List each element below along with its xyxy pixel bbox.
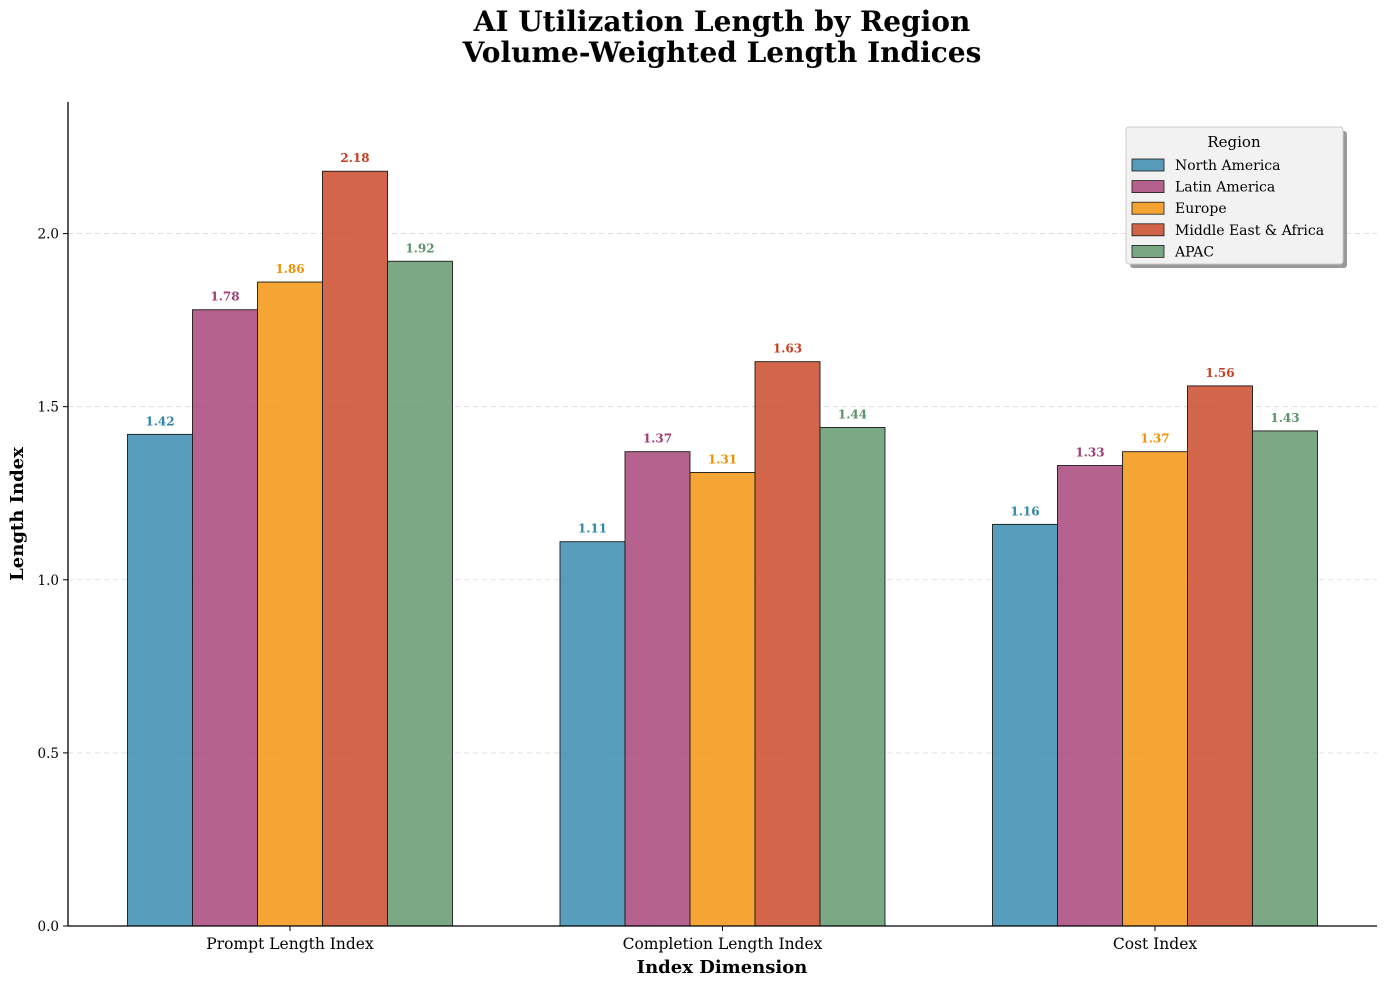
legend-swatch: [1131, 223, 1165, 237]
bar-value-label: 1.11: [578, 522, 607, 536]
bar-value-label: 1.16: [1010, 504, 1039, 518]
x-category-label: Completion Length Index: [623, 935, 823, 953]
chart-title: AI Utilization Length by Region Volume-W…: [462, 5, 982, 69]
legend: Region North America Latin America Europe M…: [1125, 126, 1347, 268]
legend-entry-label: North America: [1175, 158, 1281, 174]
bar-value-label: 2.18: [340, 151, 369, 165]
legend-entry-label: APAC: [1174, 244, 1214, 260]
legend-entry-label: Middle East & Africa: [1175, 223, 1324, 239]
bar-value-label: 1.78: [210, 290, 239, 304]
y-tick-label: 0.0: [38, 919, 59, 935]
bar-value-label: 1.43: [1270, 411, 1299, 425]
bar: [127, 433, 193, 927]
bar: [559, 541, 626, 927]
bar-value-label: 1.33: [1075, 446, 1104, 460]
bar-value-label: 1.31: [708, 452, 737, 466]
bar-value-label: 1.37: [1140, 432, 1169, 446]
legend-swatch: [1131, 244, 1165, 258]
bar: [1187, 385, 1253, 927]
bar-value-label: 1.56: [1205, 366, 1234, 380]
x-category-label: Prompt Length Index: [206, 935, 374, 953]
chart-title-line-1: AI Utilization Length by Region: [473, 5, 971, 38]
legend-entries: North America Latin America Europe Middle E…: [1131, 158, 1324, 260]
bar: [754, 361, 821, 927]
bar: [624, 451, 691, 927]
bar: [257, 281, 323, 927]
legend-swatch: [1131, 201, 1165, 215]
bar: [1122, 451, 1188, 927]
y-tick-label: 1.5: [38, 400, 59, 416]
y-ticks: 0.0 0.5 1.0 1.5 2.0: [38, 227, 68, 935]
bar-value-label: 1.37: [643, 432, 672, 446]
bar-value-label: 1.92: [405, 241, 434, 255]
chart-title-line-2: Volume-Weighted Length Indices: [462, 36, 982, 69]
legend-swatch: [1131, 180, 1165, 194]
legend-title: Region: [1207, 133, 1261, 151]
bar-value-label: 1.44: [838, 407, 867, 421]
bars: [127, 170, 1318, 927]
y-tick-label: 0.5: [38, 746, 59, 762]
y-axis-title: Length Index: [7, 447, 28, 581]
legend-entry-label: Latin America: [1175, 180, 1275, 196]
bar: [322, 170, 388, 927]
bar-value-label: 1.86: [275, 262, 304, 276]
bar: [819, 426, 886, 927]
bar: [689, 472, 756, 927]
legend-box: [1125, 126, 1344, 265]
bar: [192, 309, 258, 927]
x-category-label: Cost Index: [1113, 935, 1198, 953]
value-labels: 1.42 1.78 1.86 2.18 1.92 1.11 1.37 1.31 1.63 1.44…: [145, 151, 1299, 535]
bar-value-label: 1.63: [773, 342, 802, 356]
y-tick-label: 1.0: [38, 573, 59, 589]
bar: [1252, 430, 1318, 927]
bar: [387, 260, 453, 927]
legend-entry-label: Europe: [1175, 201, 1227, 217]
bar: [1057, 465, 1123, 927]
y-tick-label: 2.0: [38, 227, 59, 243]
bar: [992, 523, 1058, 927]
bar-value-label: 1.42: [145, 414, 174, 428]
x-axis-title: Index Dimension: [637, 957, 808, 978]
legend-swatch: [1131, 158, 1165, 172]
x-category-labels: Prompt Length Index Completion Length Ind…: [206, 926, 1197, 953]
